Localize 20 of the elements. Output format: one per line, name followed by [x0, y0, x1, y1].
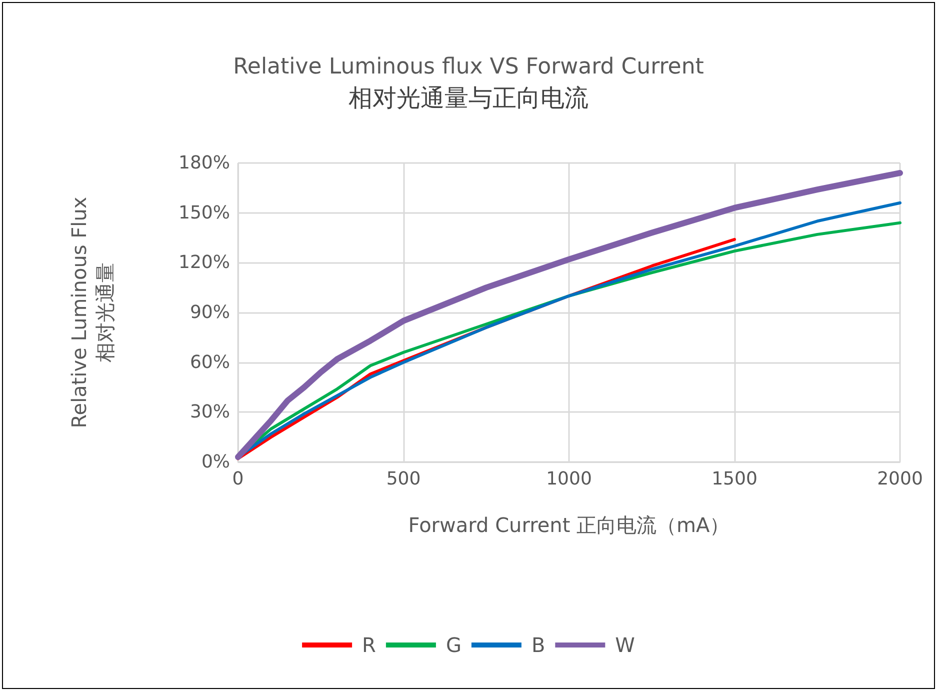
x-tick-label: 0 [232, 468, 244, 490]
x-tick-label: 1000 [546, 468, 592, 490]
y-tick-label: 150% [178, 202, 230, 224]
y-tick-label: 180% [178, 152, 230, 174]
x-tick-label: 1500 [712, 468, 758, 490]
x-tick-label: 2000 [877, 468, 923, 490]
legend-label: G [446, 633, 462, 657]
y-axis-title: Relative Luminous Flux 相对光通量 [67, 196, 117, 428]
x-tick-label: 500 [386, 468, 421, 490]
y-tick-label: 30% [190, 402, 230, 423]
y-tick-label: 90% [190, 302, 230, 323]
y-tick-label: 60% [190, 352, 230, 373]
y-tick-label: 120% [178, 252, 230, 274]
legend-label: B [531, 633, 546, 657]
legend-label: R [362, 633, 376, 657]
y-tick-label: 0% [201, 452, 230, 472]
x-axis-title: Forward Current 正向电流（mA） [408, 513, 730, 537]
legend-label: W [615, 633, 636, 657]
chart-subtitle: 相对光通量与正向电流 [348, 84, 588, 112]
chart-title: Relative Luminous flux VS Forward Current [233, 54, 704, 80]
